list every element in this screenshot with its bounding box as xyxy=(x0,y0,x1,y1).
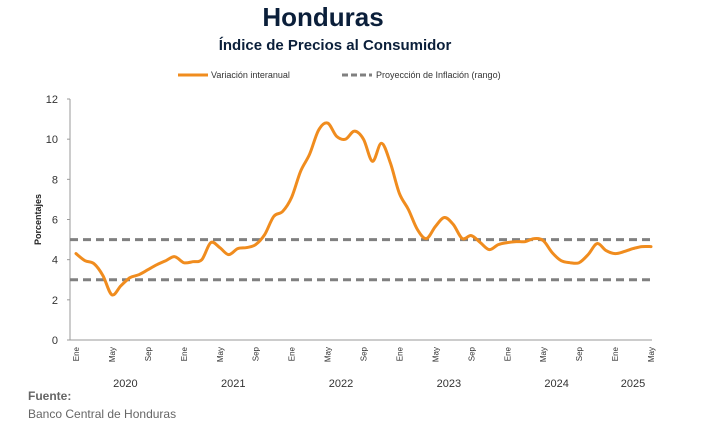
legend-label-series: Variación interanual xyxy=(211,70,290,80)
x-month-label: Ene xyxy=(395,346,404,361)
y-tick-label: 8 xyxy=(52,174,58,186)
x-month-label: Sep xyxy=(252,346,261,361)
axes: 0 2 4 6 8 10 12 Porcentajes Ene May Sep Ene May Sep En… xyxy=(33,94,656,390)
x-month-label: Ene xyxy=(503,346,512,361)
y-tick-label: 2 xyxy=(52,295,58,307)
x-year-label: 2020 xyxy=(113,378,137,390)
x-month-label: May xyxy=(108,347,117,362)
x-year-label: 2023 xyxy=(437,378,461,390)
x-month-label: May xyxy=(431,347,440,362)
source-text: Banco Central de Honduras xyxy=(28,407,177,421)
chart-subtitle: Índice de Precios al Consumidor xyxy=(218,37,452,54)
x-year-label: 2022 xyxy=(329,378,353,390)
y-tick-label: 10 xyxy=(46,134,58,146)
x-month-label: Sep xyxy=(144,346,153,361)
x-month-label: Sep xyxy=(575,346,584,361)
x-month-label: Ene xyxy=(611,346,620,361)
x-month-label: May xyxy=(216,347,225,362)
x-month-label: Sep xyxy=(467,346,476,361)
y-tick-label: 0 xyxy=(52,335,58,347)
x-month-label: May xyxy=(647,347,656,362)
projection-band-lines xyxy=(70,238,652,282)
x-month-label: Sep xyxy=(360,346,369,361)
x-month-label: Ene xyxy=(72,346,81,361)
y-tick-label: 12 xyxy=(46,94,58,106)
series-line-variacion-interanual xyxy=(74,121,653,297)
x-month-label: Ene xyxy=(180,346,189,361)
y-axis-title: Porcentajes xyxy=(33,194,43,245)
x-year-label: 2025 xyxy=(621,378,645,390)
x-year-label: 2024 xyxy=(544,378,568,390)
x-month-label: May xyxy=(324,347,333,362)
x-month-label: Ene xyxy=(288,346,297,361)
series-lines xyxy=(74,121,653,297)
y-tick-label: 6 xyxy=(52,215,58,227)
source-label: Fuente: xyxy=(28,389,72,403)
y-tick-label: 4 xyxy=(52,255,58,267)
x-year-label: 2021 xyxy=(221,378,245,390)
chart-title: Honduras xyxy=(262,2,384,32)
legend-label-projection: Proyección de Inflación (rango) xyxy=(376,70,501,80)
x-month-label: May xyxy=(539,347,548,362)
legend: Variación interanual Proyección de Inflac… xyxy=(178,70,501,80)
